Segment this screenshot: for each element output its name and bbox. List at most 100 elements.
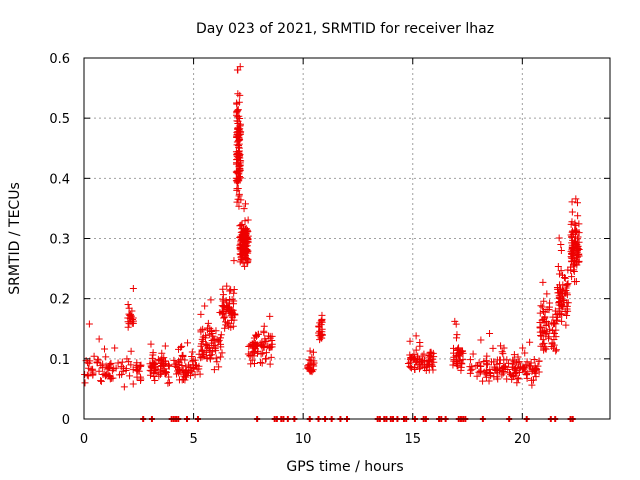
data-point [233,198,241,206]
data-point [307,359,315,367]
data-point [242,238,250,246]
data-point [406,363,414,371]
data-point [149,351,157,359]
data-point [412,346,420,354]
data-point [237,196,245,204]
data-point [213,358,221,366]
data-point [224,303,232,311]
data-point [232,177,240,185]
y-axis-title: SRMTID / TECUs [7,182,23,295]
data-point [114,359,122,367]
data-point [95,335,103,343]
data-point [531,369,539,377]
data-point [483,352,491,360]
data-point [235,202,243,210]
data-point [316,327,324,335]
data-point [179,353,187,361]
data-point [165,362,173,370]
x-axis-title: GPS time / hours [286,459,403,475]
data-point [126,372,134,380]
data-point [128,307,136,315]
data-point [456,349,464,357]
data-point [221,324,229,332]
data-point [552,346,560,354]
data-point [175,357,183,365]
data-point [548,319,556,327]
data-point [505,359,513,367]
data-point [81,370,89,378]
x-tick-label: 20 [514,432,531,447]
data-point [429,355,437,363]
axis-ticks [83,57,610,420]
data-point [175,376,183,384]
data-point [494,366,502,374]
data-point [497,342,505,350]
data-point [575,251,583,259]
data-point [206,355,214,363]
data-point [568,273,576,281]
data-point [211,336,219,344]
data-point [575,258,583,266]
data-point [244,255,252,263]
data-point [207,339,215,347]
data-point [424,358,432,366]
data-point [204,319,212,327]
data-point [482,373,490,381]
data-point [196,370,204,378]
data-point [459,356,467,364]
data-point [568,208,576,216]
data-point [158,361,166,369]
data-point [412,332,420,340]
data-point [221,313,229,321]
data-point [90,352,98,360]
data-points [81,63,583,422]
y-tick-label: 0.3 [49,233,70,248]
data-point [541,314,549,322]
data-point [154,355,162,363]
data-point [243,259,251,267]
data-point [572,227,580,235]
data-point [223,282,231,290]
data-point [233,113,241,121]
data-point [457,366,465,374]
data-point [537,331,545,339]
data-point [101,345,108,353]
data-point [317,331,325,339]
data-point [521,364,529,372]
data-point [496,356,504,364]
data-point [574,233,582,241]
data-point [482,357,490,365]
data-point [230,316,238,324]
data-point [260,322,268,330]
data-point [552,333,560,341]
data-point [548,339,556,347]
data-point [493,373,501,381]
data-point [520,363,528,371]
data-point [200,352,208,360]
data-point [538,303,546,311]
data-point [266,360,274,368]
data-point [553,284,561,292]
data-point [240,225,248,233]
data-point [226,287,234,295]
data-point [149,359,157,367]
data-point [571,226,579,234]
data-point [175,345,183,353]
data-point [122,366,130,374]
data-point [162,368,170,376]
data-point [415,365,423,373]
data-point [243,228,251,236]
data-point [509,373,517,381]
data-point [452,334,460,342]
data-point [234,137,242,145]
data-point [235,173,243,181]
data-point [503,375,511,383]
data-point [146,366,154,374]
data-point [184,361,192,369]
data-point [452,357,460,365]
data-point [571,258,579,266]
data-point [407,364,415,372]
data-point [124,314,132,322]
data-point [563,311,571,319]
data-point [486,329,494,337]
